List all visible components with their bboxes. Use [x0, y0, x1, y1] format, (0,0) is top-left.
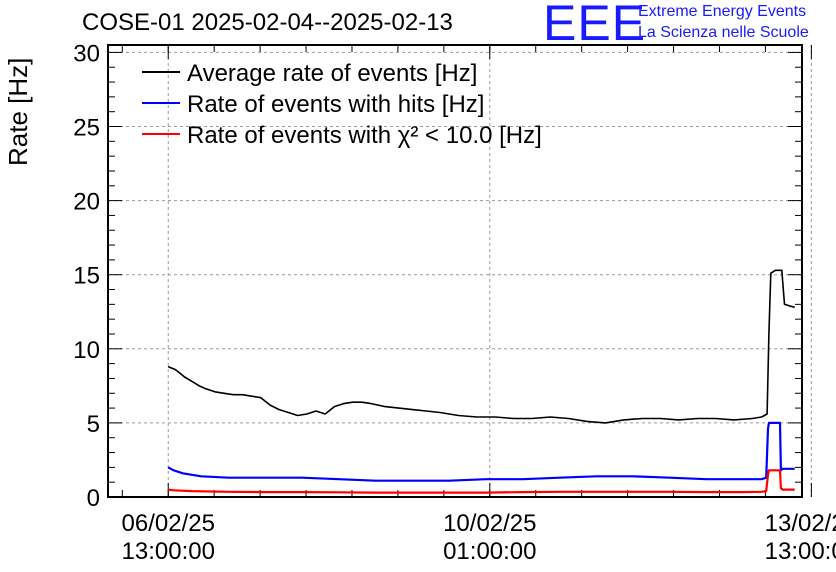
chart-title: COSE-01 2025-02-04--2025-02-13 [82, 9, 453, 36]
series-average-rate-legend-label: Average rate of events [Hz] [187, 60, 477, 87]
series-rate-chi2-line [167, 469, 795, 494]
y-tick-labels: 0 5 10 15 20 25 30 [73, 40, 100, 512]
series-rate-chi2-legend-label: Rate of events with χ² < 10.0 [Hz] [187, 122, 542, 149]
y-tick-label: 25 [73, 115, 100, 142]
plot-frame [107, 44, 803, 498]
brand-line-1: Extreme Energy Events [638, 3, 807, 20]
grid [108, 45, 812, 497]
series-rate-with-hits-line [167, 421, 795, 482]
series-average-rate-line [167, 269, 795, 424]
x-tick-label-date: 10/02/25 [443, 510, 536, 537]
series-lines [167, 269, 795, 494]
y-tick-label: 0 [87, 485, 100, 512]
series-rate-with-hits-legend-label: Rate of events with hits [Hz] [187, 91, 484, 118]
y-tick-label: 15 [73, 263, 100, 290]
x-tick-label-time: 13:00:00 [122, 538, 215, 565]
x-tick-label-time: 01:00:00 [443, 538, 536, 565]
x-tick-label-date: 06/02/25 [122, 510, 215, 537]
x-tick-labels: 06/02/2513:00:0010/02/2501:00:0013/02/25… [122, 510, 836, 565]
y-tick-label: 5 [87, 411, 100, 438]
y-tick-label: 10 [73, 337, 100, 364]
brand-line-2: La Scienza nelle Scuole [638, 24, 809, 41]
legend: Average rate of events [Hz] Rate of event… [142, 60, 542, 149]
y-tick-label: 20 [73, 189, 100, 216]
x-tick-label-time: 13:00:00 [765, 538, 836, 565]
x-tick-label-date: 13/02/25 [765, 510, 836, 537]
y-tick-label: 30 [73, 40, 100, 67]
eee-logo: EEE [543, 0, 647, 51]
